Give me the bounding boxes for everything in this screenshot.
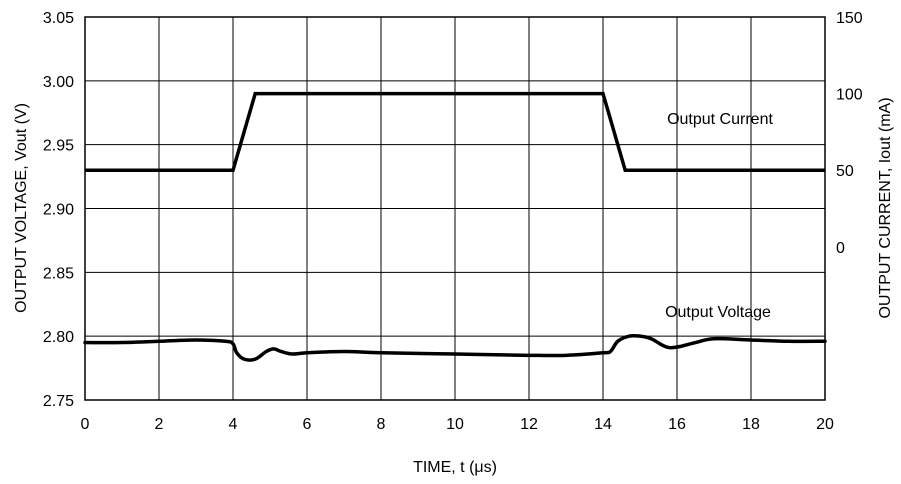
x-tick-label: 18: [742, 416, 760, 433]
y-right-tick-label: 100: [836, 87, 863, 104]
y-left-tick-label: 2.95: [43, 138, 74, 155]
grid: [84, 16, 826, 401]
y-left-tick-label: 2.80: [43, 329, 74, 346]
x-tick-label: 14: [594, 416, 612, 433]
y-right-tick-label: 50: [836, 163, 854, 180]
x-tick-label: 8: [377, 416, 386, 433]
x-tick-label: 12: [520, 416, 538, 433]
y-left-tick-label: 3.05: [43, 10, 74, 27]
y-left-tick-label: 2.85: [43, 265, 74, 282]
tick-labels: 0 2 4 6 8 10 12 14 16 18 20 2.75 2.80 2.85 2.90 2.95 3.0…: [43, 10, 863, 433]
series-layer: [83, 91, 827, 362]
y-axis-left-title: OUTPUT VOLTAGE, Vout (V): [13, 103, 30, 313]
x-axis-title: TIME, t (μs): [413, 459, 497, 476]
x-tick-label: 4: [229, 416, 238, 433]
y-axis-right-title: OUTPUT CURRENT, Iout (mA): [877, 97, 894, 318]
annotation-output-voltage: Output Voltage: [665, 304, 771, 321]
x-tick-label: 10: [446, 416, 464, 433]
x-tick-label: 16: [668, 416, 686, 433]
x-tick-label: 0: [81, 416, 90, 433]
plot-frame: [84, 16, 826, 401]
x-tick-label: 6: [303, 416, 312, 433]
y-left-tick-label: 2.90: [43, 202, 74, 219]
series-line-output-voltage: [83, 333, 827, 362]
y-left-tick-label: 2.75: [43, 393, 74, 410]
annotation-output-current: Output Current: [667, 111, 773, 128]
y-right-tick-label: 0: [836, 240, 845, 257]
y-right-tick-label: 150: [836, 10, 863, 27]
x-tick-label: 2: [155, 416, 164, 433]
x-tick-label: 20: [816, 416, 834, 433]
series-line-output-current: [85, 91, 825, 172]
y-left-tick-label: 3.00: [43, 74, 74, 91]
